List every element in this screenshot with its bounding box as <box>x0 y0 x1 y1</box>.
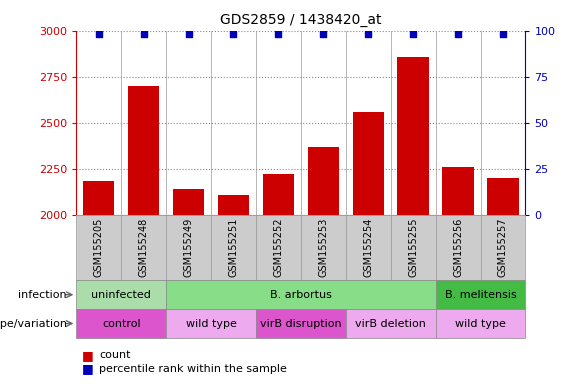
Text: wild type: wild type <box>185 318 237 329</box>
Bar <box>256 215 301 280</box>
Text: GSM155248: GSM155248 <box>138 218 149 277</box>
Bar <box>346 215 391 280</box>
Bar <box>436 280 525 309</box>
Bar <box>256 309 346 338</box>
Text: ■: ■ <box>82 362 94 375</box>
Text: GSM155249: GSM155249 <box>184 218 194 277</box>
Bar <box>442 167 474 215</box>
Point <box>229 31 238 38</box>
Bar <box>263 174 294 215</box>
Text: GSM155254: GSM155254 <box>363 218 373 277</box>
Text: percentile rank within the sample: percentile rank within the sample <box>99 364 287 374</box>
Point <box>319 31 328 38</box>
Text: control: control <box>102 318 141 329</box>
Bar <box>218 195 249 215</box>
Text: count: count <box>99 350 131 360</box>
Text: virB disruption: virB disruption <box>260 318 342 329</box>
Text: GSM155205: GSM155205 <box>94 218 104 277</box>
Bar <box>480 215 525 280</box>
Bar <box>166 280 436 309</box>
Text: genotype/variation: genotype/variation <box>0 318 71 329</box>
Point <box>184 31 193 38</box>
Text: wild type: wild type <box>455 318 506 329</box>
Bar <box>76 215 121 280</box>
Bar <box>121 215 166 280</box>
Point <box>454 31 463 38</box>
Text: GSM155252: GSM155252 <box>273 218 284 277</box>
Bar <box>346 309 436 338</box>
Point <box>139 31 148 38</box>
Text: GSM155255: GSM155255 <box>408 218 418 277</box>
Point <box>408 31 418 38</box>
Bar <box>166 309 256 338</box>
Bar <box>353 112 384 215</box>
Bar <box>128 86 159 215</box>
Bar <box>76 280 166 309</box>
Text: infection: infection <box>19 290 71 300</box>
Bar <box>211 215 256 280</box>
Bar <box>391 215 436 280</box>
Text: B. melitensis: B. melitensis <box>445 290 516 300</box>
Bar <box>76 309 166 338</box>
Text: GSM155257: GSM155257 <box>498 218 508 277</box>
Bar <box>436 215 480 280</box>
Text: ■: ■ <box>82 349 94 362</box>
Point <box>364 31 373 38</box>
Bar <box>436 309 525 338</box>
Bar <box>397 56 429 215</box>
Text: uninfected: uninfected <box>92 290 151 300</box>
Title: GDS2859 / 1438420_at: GDS2859 / 1438420_at <box>220 13 381 27</box>
Bar <box>307 147 339 215</box>
Bar <box>301 215 346 280</box>
Bar <box>487 178 519 215</box>
Bar <box>166 215 211 280</box>
Bar <box>173 189 205 215</box>
Text: GSM155256: GSM155256 <box>453 218 463 277</box>
Point <box>498 31 507 38</box>
Point <box>274 31 283 38</box>
Text: B. arbortus: B. arbortus <box>270 290 332 300</box>
Text: GSM155253: GSM155253 <box>318 218 328 277</box>
Text: virB deletion: virB deletion <box>355 318 426 329</box>
Text: GSM155251: GSM155251 <box>228 218 238 277</box>
Point <box>94 31 103 38</box>
Bar <box>83 181 115 215</box>
